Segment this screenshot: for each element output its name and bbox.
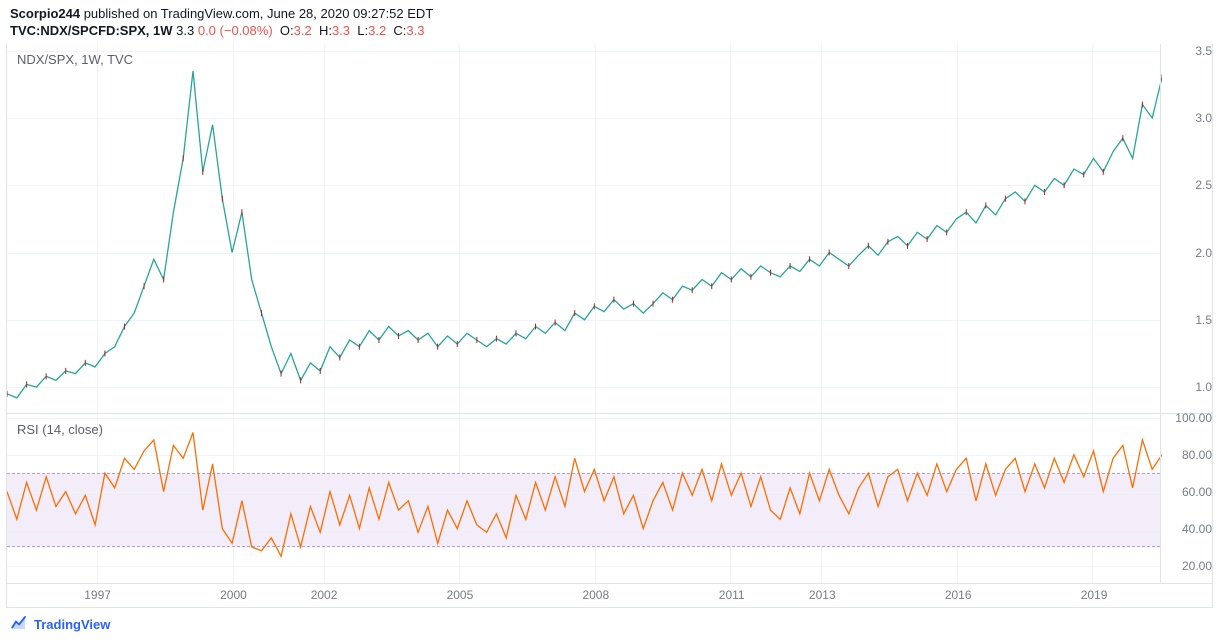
change: 0.0 — [198, 23, 216, 38]
y-tick: 1.0 — [1195, 380, 1212, 394]
chart-container: Scorpio244 published on TradingView.com,… — [0, 0, 1219, 630]
rsi-plot: RSI (14, close) — [7, 414, 1160, 583]
symbol-row: TVC:NDX/SPCFD:SPX, 1W 3.3 0.0 (−0.08%) O… — [0, 23, 1219, 44]
y-tick: 20.00 — [1182, 559, 1212, 573]
wick-overlay — [7, 44, 1162, 414]
main-y-gutter: 1.0 1.5 2.0 2.5 3.0 3.5 — [1160, 44, 1212, 413]
o-val: 3.2 — [294, 23, 312, 38]
x-tick: 1997 — [84, 588, 111, 602]
x-tick: 2005 — [447, 588, 474, 602]
y-tick: 1.5 — [1195, 313, 1212, 327]
x-tick: 2013 — [809, 588, 836, 602]
main-plot: NDX/SPX, 1W, TVC — [7, 44, 1160, 413]
y-tick: 2.0 — [1195, 246, 1212, 260]
x-tick: 2002 — [311, 588, 338, 602]
rsi-chart[interactable]: RSI (14, close) 20.00 40.00 60.00 80.00 100.… — [6, 414, 1213, 584]
h-label: H: — [319, 23, 332, 38]
y-tick: 80.00 — [1182, 448, 1212, 462]
x-tick: 2008 — [582, 588, 609, 602]
c-label: C: — [393, 23, 406, 38]
y-tick: 60.00 — [1182, 485, 1212, 499]
publish-header: Scorpio244 published on TradingView.com,… — [0, 0, 1219, 23]
x-tick: 2011 — [719, 588, 745, 602]
change-pct: (−0.08%) — [220, 23, 273, 38]
l-label: L: — [357, 23, 368, 38]
x-tick: 2019 — [1081, 588, 1108, 602]
y-tick: 3.0 — [1195, 111, 1212, 125]
main-chart-label: NDX/SPX, 1W, TVC — [17, 52, 133, 67]
symbol: TVC:NDX/SPCFD:SPX, 1W — [10, 23, 173, 38]
author: Scorpio244 — [10, 6, 80, 21]
c-val: 3.3 — [406, 23, 424, 38]
y-tick: 2.5 — [1195, 178, 1212, 192]
tradingview-icon — [10, 614, 28, 635]
price-line — [7, 414, 1162, 584]
rsi-chart-label: RSI (14, close) — [17, 422, 103, 437]
o-label: O: — [280, 23, 294, 38]
main-chart-wrap: NDX/SPX, 1W, TVC 1.0 1.5 2.0 2.5 3.0 3.5 RSI … — [0, 44, 1219, 608]
y-tick: 40.00 — [1182, 522, 1212, 536]
x-axis: 1997 2000 2002 2005 2008 2011 2013 2016 2019 — [6, 584, 1213, 608]
footer: TradingView — [0, 608, 1219, 641]
main-chart[interactable]: NDX/SPX, 1W, TVC 1.0 1.5 2.0 2.5 3.0 3.5 — [6, 44, 1213, 414]
x-tick: 2000 — [220, 588, 247, 602]
last: 3.3 — [176, 23, 194, 38]
l-val: 3.2 — [368, 23, 386, 38]
y-tick: 3.5 — [1195, 44, 1212, 58]
publish-text: published on TradingView.com, June 28, 2… — [80, 6, 433, 21]
h-val: 3.3 — [332, 23, 350, 38]
y-tick: 100.00 — [1175, 411, 1212, 425]
x-tick: 2016 — [945, 588, 972, 602]
rsi-y-gutter: 20.00 40.00 60.00 80.00 100.00 — [1160, 414, 1212, 583]
